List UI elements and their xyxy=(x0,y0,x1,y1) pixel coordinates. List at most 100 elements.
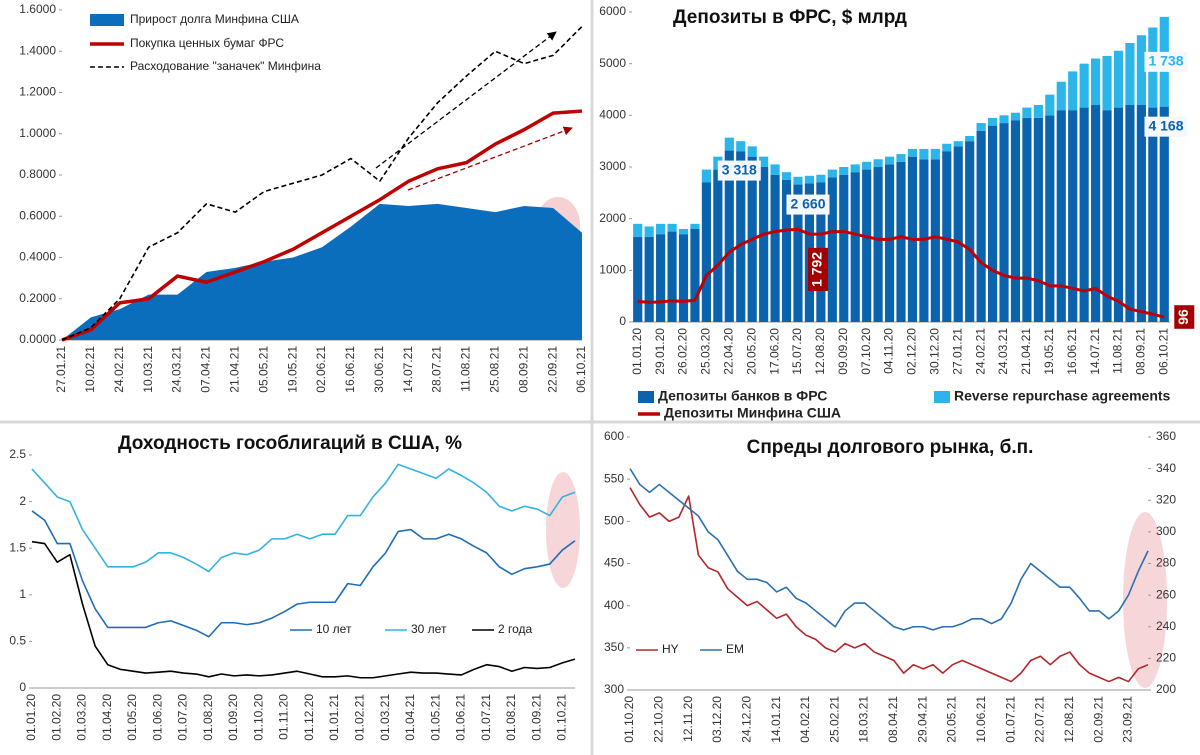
y-tick-label: 300 xyxy=(604,682,624,696)
x-tick-label: 10.02.21 xyxy=(83,346,97,393)
x-tick-label: 12.11.20 xyxy=(681,696,695,742)
x-tick-label: 01.01.20 xyxy=(24,694,38,741)
data-label-box xyxy=(807,247,828,291)
y-tick-label: 360 xyxy=(1156,429,1176,443)
y-tick-label: 0.8000 xyxy=(19,167,56,181)
bar-segment xyxy=(1125,43,1135,105)
bar-segment xyxy=(839,174,849,322)
x-tick-label: 24.03.21 xyxy=(170,346,184,393)
x-tick-label: 02.12.20 xyxy=(905,328,919,375)
x-tick-label: 11.08.21 xyxy=(459,346,473,392)
bar-segment xyxy=(1056,81,1066,111)
bar-segment xyxy=(678,234,689,322)
chart-title: Доходность гособлигаций в США, % xyxy=(118,433,462,454)
bar-segment xyxy=(976,123,986,131)
line xyxy=(629,487,1149,683)
data-label: 2 660 xyxy=(790,195,825,211)
x-tick-label: 22.09.21 xyxy=(545,346,559,393)
bar-segment xyxy=(987,125,998,323)
y-tick-label: 240 xyxy=(1156,619,1176,633)
bar-segment xyxy=(1033,105,1043,118)
y-tick-label: 600 xyxy=(604,429,624,443)
bar-segment xyxy=(1113,50,1124,108)
bar-segment xyxy=(953,141,963,147)
bar-segment xyxy=(942,143,952,152)
bar-segment xyxy=(839,167,849,175)
y-tick-label: 550 xyxy=(604,471,624,485)
x-tick-label: 01.04.21 xyxy=(403,694,417,741)
x-tick-label: 12.08.21 xyxy=(1062,696,1076,743)
x-tick-label: 01.06.20 xyxy=(150,694,164,741)
bar-segment xyxy=(1102,110,1112,323)
y-tick-label: 220 xyxy=(1156,651,1176,665)
x-tick-label: 12.08.20 xyxy=(813,328,827,375)
bar-segment xyxy=(1045,94,1055,116)
bar-segment xyxy=(1068,110,1078,323)
x-tick-label: 01.07.20 xyxy=(176,694,190,741)
bar-segment xyxy=(1022,117,1032,323)
y-tick-label: 320 xyxy=(1156,492,1176,506)
bar-segment xyxy=(930,148,940,160)
annotation-arrow xyxy=(407,126,573,191)
annotation-arrow xyxy=(375,31,557,169)
y-tick-label: 0.6000 xyxy=(19,208,56,222)
x-tick-label: 01.02.21 xyxy=(352,694,366,741)
x-tick-label: 20.05.21 xyxy=(945,696,959,743)
x-tick-label: 01.02.20 xyxy=(49,694,63,741)
y-tick-label: 340 xyxy=(1156,461,1176,475)
x-tick-label: 01.05.20 xyxy=(125,694,139,741)
bar-segment xyxy=(1091,58,1101,105)
bar-segment xyxy=(804,175,815,184)
x-tick-label: 06.10.21 xyxy=(1156,328,1170,375)
x-tick-label: 28.07.21 xyxy=(430,346,444,393)
legend-swatch xyxy=(638,391,654,403)
bar-segment xyxy=(1091,105,1101,322)
x-tick-label: 01.06.21 xyxy=(454,694,468,741)
x-tick-label: 19.05.21 xyxy=(285,346,299,393)
bar-segment xyxy=(690,229,700,322)
bar-segment xyxy=(736,141,746,152)
legend-label: Расходование "заначек" Минфина xyxy=(130,59,321,73)
y-tick-label: 5000 xyxy=(599,56,626,70)
bar-segment xyxy=(1045,115,1055,322)
x-tick-label: 24.02.21 xyxy=(112,346,126,393)
bar-segment xyxy=(850,164,860,173)
x-tick-label: 18.03.21 xyxy=(857,696,871,743)
y-tick-label: 450 xyxy=(604,556,624,570)
x-tick-label: 04.11.20 xyxy=(882,328,896,374)
bar-segment xyxy=(976,130,986,322)
bar-segment xyxy=(633,223,643,237)
data-label: 4 168 xyxy=(1148,117,1183,133)
x-tick-label: 29.04.21 xyxy=(915,696,929,743)
bar-segment xyxy=(1079,63,1089,108)
x-tick-label: 07.04.21 xyxy=(199,346,213,393)
x-tick-label: 01.10.20 xyxy=(251,694,265,741)
y-tick-label: 0 xyxy=(19,680,26,694)
legend-swatch xyxy=(90,14,124,26)
x-tick-label: 01.07.21 xyxy=(479,694,493,741)
bar-segment xyxy=(724,150,734,322)
bar-segment xyxy=(999,115,1009,124)
line xyxy=(31,540,576,679)
bar-segment xyxy=(713,169,723,322)
bar-segment xyxy=(701,182,711,322)
bar-segment xyxy=(781,179,792,322)
line xyxy=(61,25,583,341)
x-tick-label: 02.09.21 xyxy=(1091,696,1105,743)
bar-segment xyxy=(1136,35,1146,105)
x-tick-label: 14.07.21 xyxy=(401,346,415,393)
bar-segment xyxy=(656,223,666,235)
bar-segment xyxy=(907,148,918,157)
x-tick-label: 10.06.21 xyxy=(974,696,988,743)
legend-label: Reverse repurchase agreements xyxy=(954,388,1171,404)
y-tick-label: 6000 xyxy=(599,4,626,18)
x-tick-label: 20.05.20 xyxy=(744,328,758,375)
y-tick-label: 300 xyxy=(1156,524,1176,538)
highlight xyxy=(546,472,580,588)
bar-segment xyxy=(701,169,711,183)
bar-segment xyxy=(1033,117,1043,323)
bar-segment xyxy=(816,174,826,183)
bar-segment xyxy=(942,151,952,322)
bar-segment xyxy=(667,223,677,232)
y-tick-label: 3000 xyxy=(599,159,626,173)
